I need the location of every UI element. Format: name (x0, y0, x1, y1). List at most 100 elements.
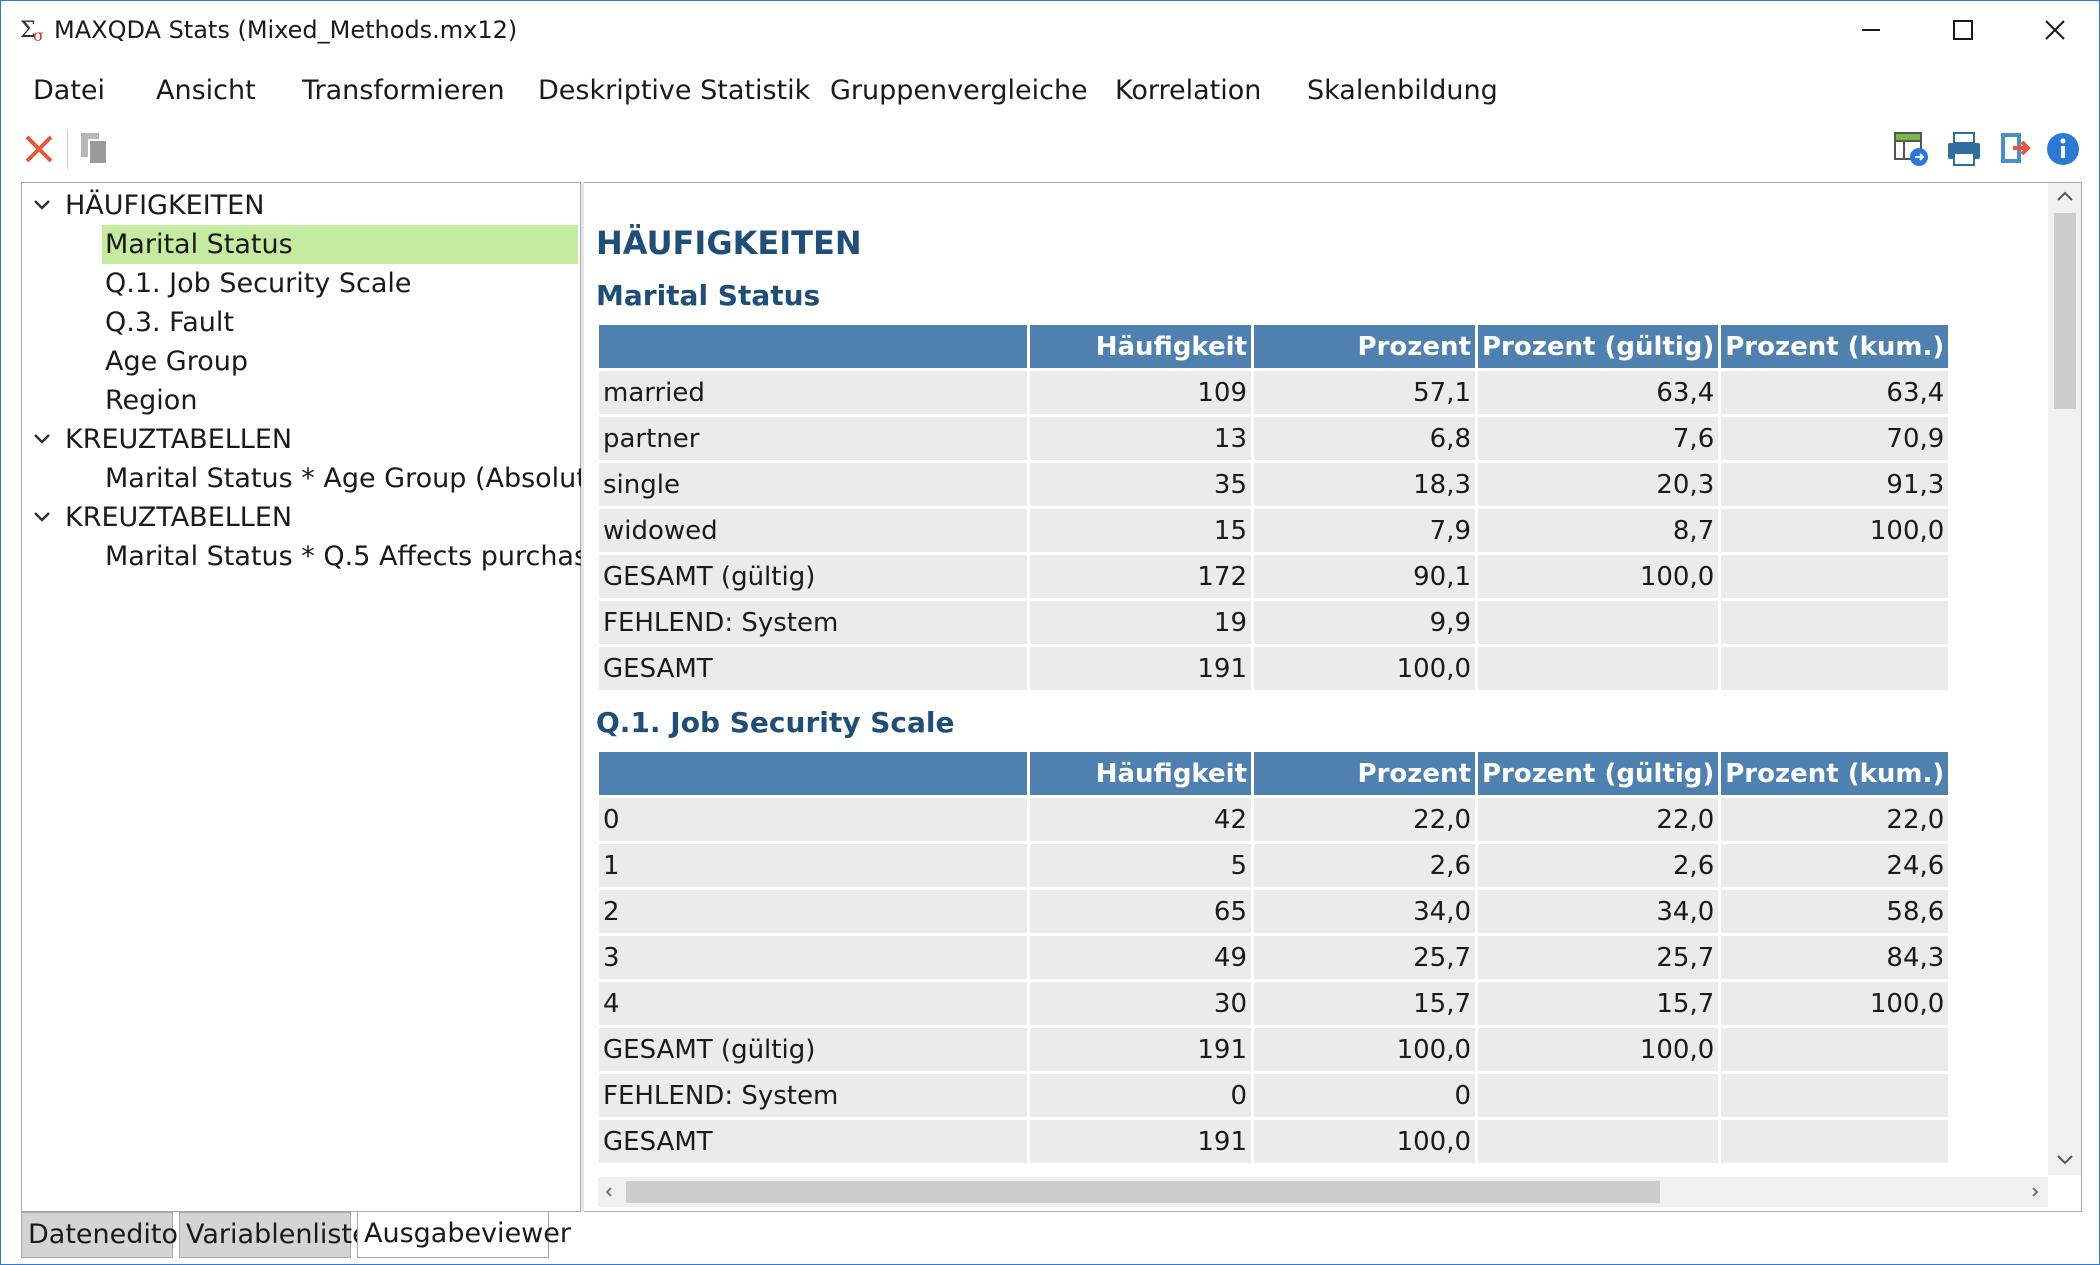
tree-item-crosstab-age-group[interactable]: Marital Status * Age Group (Absolute ... (105, 463, 638, 494)
table-row: 0 42 22,0 22,0 22,0 (599, 798, 1949, 841)
close-icon (2045, 20, 2065, 40)
value-cell: 84,3 (1721, 936, 1949, 979)
window-title: MAXQDA Stats (Mixed_Methods.mx12) (54, 16, 518, 44)
value-cell: 20,3 (1478, 463, 1719, 506)
value-cell: 90,1 (1254, 555, 1475, 598)
value-cell: 172 (1030, 555, 1251, 598)
column-header: Prozent (gültig) (1478, 752, 1719, 795)
menu-korrelation[interactable]: Korrelation (1115, 75, 1262, 106)
value-cell: 191 (1030, 1028, 1251, 1071)
close-button[interactable] (2009, 1, 2100, 59)
delete-icon[interactable] (19, 129, 59, 169)
scroll-left-icon[interactable] (604, 1185, 614, 1199)
panel-splitter[interactable] (581, 182, 584, 1212)
info-icon[interactable] (2043, 129, 2083, 169)
value-cell (1478, 647, 1719, 690)
value-cell: 0 (1030, 1074, 1251, 1117)
tab-dateneditor[interactable]: Dateneditor (21, 1212, 189, 1258)
vertical-scrollbar[interactable] (2048, 183, 2081, 1175)
value-cell: 100,0 (1254, 1120, 1475, 1163)
row-label-cell: 1 (599, 844, 1027, 887)
table-row: GESAMT 191 100,0 (599, 647, 1949, 690)
chevron-down-icon[interactable] (32, 420, 52, 459)
value-cell: 5 (1030, 844, 1251, 887)
value-cell: 7,6 (1478, 417, 1719, 460)
tree-item-marital-status[interactable]: Marital Status (102, 225, 578, 264)
table-export-icon[interactable] (1891, 129, 1931, 169)
tree-item-job-security-scale[interactable]: Q.1. Job Security Scale (105, 268, 412, 299)
value-cell (1721, 601, 1949, 644)
scroll-up-icon[interactable] (2055, 189, 2075, 203)
value-cell: 70,9 (1721, 417, 1949, 460)
tab-ausgabeviewer[interactable]: Ausgabeviewer (357, 1212, 571, 1258)
value-cell: 13 (1030, 417, 1251, 460)
sigma-icon: Σ σ (20, 18, 44, 45)
table-header-row: Häufigkeit Prozent Prozent (gültig) Proz… (599, 752, 1949, 795)
table-row: FEHLEND: System 19 9,9 (599, 601, 1949, 644)
copy-icon[interactable] (75, 129, 115, 169)
value-cell: 109 (1030, 371, 1251, 414)
row-label-cell: GESAMT (599, 647, 1027, 690)
menu-ansicht[interactable]: Ansicht (156, 75, 256, 106)
menu-bar: Datei Ansicht Transformieren Deskriptive… (1, 69, 2099, 113)
menu-deskriptive-statistik[interactable]: Deskriptive Statistik (538, 75, 811, 106)
table-row: 1 5 2,6 2,6 24,6 (599, 844, 1949, 887)
value-cell: 22,0 (1721, 798, 1949, 841)
toolbar-divider (67, 129, 68, 169)
row-label-cell: single (599, 463, 1027, 506)
table-row: GESAMT (gültig) 172 90,1 100,0 (599, 555, 1949, 598)
frequency-table-marital-status: Häufigkeit Prozent Prozent (gültig) Proz… (596, 322, 1951, 693)
value-cell: 191 (1030, 647, 1251, 690)
value-cell: 22,0 (1254, 798, 1475, 841)
menu-transformieren[interactable]: Transformieren (302, 75, 505, 106)
menu-skalenbildung[interactable]: Skalenbildung (1307, 75, 1498, 106)
maximize-button[interactable] (1917, 1, 2009, 59)
row-label-cell: 2 (599, 890, 1027, 933)
value-cell: 15,7 (1254, 982, 1475, 1025)
scroll-right-icon[interactable] (2030, 1185, 2040, 1199)
value-cell: 57,1 (1254, 371, 1475, 414)
table-row: 3 49 25,7 25,7 84,3 (599, 936, 1949, 979)
row-label-cell: married (599, 371, 1027, 414)
value-cell: 34,0 (1254, 890, 1475, 933)
value-cell: 18,3 (1254, 463, 1475, 506)
row-label-cell: widowed (599, 509, 1027, 552)
title-bar: Σ σ MAXQDA Stats (Mixed_Methods.mx12) (1, 1, 2099, 59)
value-cell: 15,7 (1478, 982, 1719, 1025)
minimize-button[interactable] (1825, 1, 1917, 59)
value-cell (1721, 647, 1949, 690)
row-label-cell: FEHLEND: System (599, 1074, 1027, 1117)
menu-gruppenvergleiche[interactable]: Gruppenvergleiche (830, 75, 1088, 106)
tree-group-haeufigkeiten[interactable]: HÄUFIGKEITEN (65, 190, 265, 221)
value-cell: 9,9 (1254, 601, 1475, 644)
scroll-down-icon[interactable] (2055, 1153, 2075, 1167)
vertical-scroll-thumb[interactable] (2054, 213, 2076, 409)
tree-group-kreuztabellen[interactable]: KREUZTABELLEN (65, 502, 293, 533)
tab-variablenliste[interactable]: Variablenliste (179, 1212, 369, 1258)
table-row: married 109 57,1 63,4 63,4 (599, 371, 1949, 414)
row-label-cell: 4 (599, 982, 1027, 1025)
tree-group-kreuztabellen[interactable]: KREUZTABELLEN (65, 424, 293, 455)
tree-item-crosstab-affects-purchases[interactable]: Marital Status * Q.5 Affects purchases .… (105, 541, 645, 572)
menu-datei[interactable]: Datei (33, 75, 106, 106)
table-header-row: Häufigkeit Prozent Prozent (gültig) Proz… (599, 325, 1949, 368)
row-label-cell: GESAMT (gültig) (599, 1028, 1027, 1071)
horizontal-scroll-thumb[interactable] (626, 1181, 1660, 1203)
table-row: widowed 15 7,9 8,7 100,0 (599, 509, 1949, 552)
chevron-down-icon[interactable] (32, 186, 52, 225)
value-cell: 58,6 (1721, 890, 1949, 933)
tree-item-region[interactable]: Region (105, 385, 198, 416)
export-icon[interactable] (1995, 129, 2035, 169)
horizontal-scrollbar[interactable] (598, 1177, 2048, 1207)
tree-item-fault[interactable]: Q.3. Fault (105, 307, 234, 338)
svg-text:σ: σ (33, 26, 44, 45)
value-cell: 7,9 (1254, 509, 1475, 552)
chevron-down-icon[interactable] (32, 498, 52, 537)
print-icon[interactable] (1944, 129, 1984, 169)
value-cell: 191 (1030, 1120, 1251, 1163)
value-cell: 35 (1030, 463, 1251, 506)
column-header: Häufigkeit (1030, 752, 1251, 795)
tree-item-age-group[interactable]: Age Group (105, 346, 249, 377)
table-title-job-security-scale: Q.1. Job Security Scale (596, 706, 955, 739)
